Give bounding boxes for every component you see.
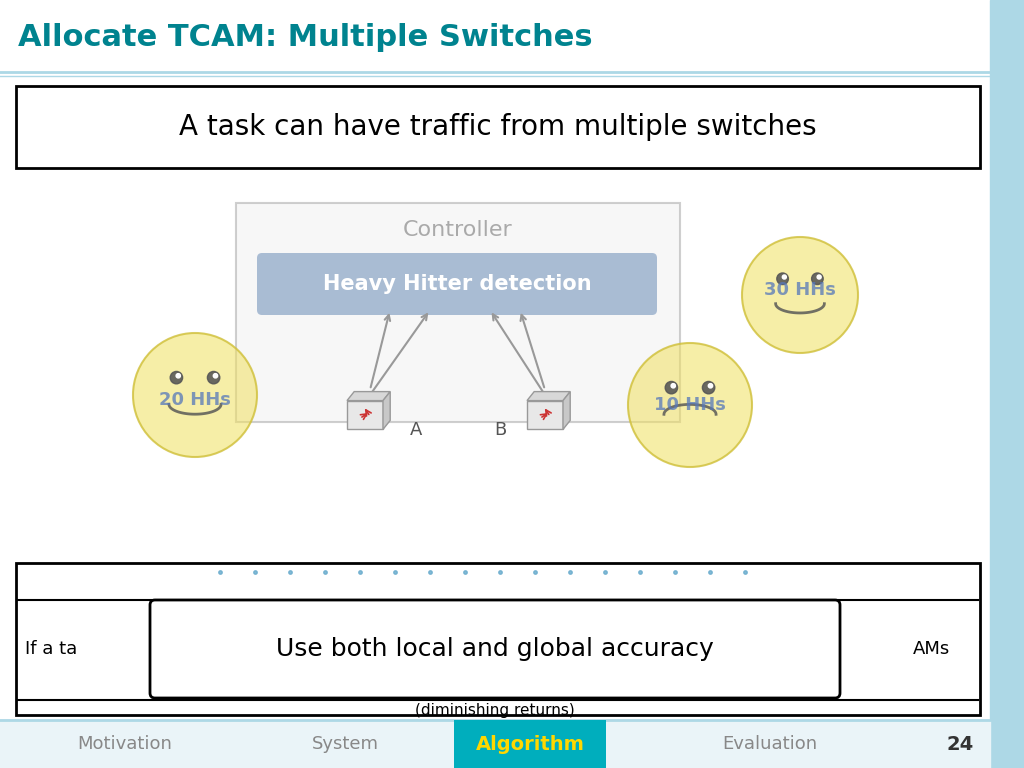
FancyBboxPatch shape xyxy=(16,86,980,168)
Circle shape xyxy=(133,333,257,457)
Text: Controller: Controller xyxy=(403,220,513,240)
Circle shape xyxy=(671,383,676,388)
Text: AMs: AMs xyxy=(912,640,950,658)
Bar xyxy=(0,720,990,768)
Text: 10 HHs: 10 HHs xyxy=(654,396,726,414)
FancyBboxPatch shape xyxy=(454,720,606,768)
Circle shape xyxy=(709,383,713,388)
Polygon shape xyxy=(563,392,570,429)
Circle shape xyxy=(812,273,823,285)
Circle shape xyxy=(817,275,821,279)
Bar xyxy=(990,0,1024,768)
Text: 20 HHs: 20 HHs xyxy=(159,391,231,409)
Polygon shape xyxy=(527,401,563,429)
Circle shape xyxy=(176,373,180,378)
Text: (diminishing returns): (diminishing returns) xyxy=(415,703,574,717)
Circle shape xyxy=(628,343,752,467)
Polygon shape xyxy=(347,392,390,401)
Text: 24: 24 xyxy=(946,734,974,753)
Text: Heavy Hitter detection: Heavy Hitter detection xyxy=(323,274,591,294)
Text: Motivation: Motivation xyxy=(78,735,172,753)
Circle shape xyxy=(213,373,218,378)
Polygon shape xyxy=(383,392,390,429)
Polygon shape xyxy=(347,401,383,429)
Text: 30 HHs: 30 HHs xyxy=(764,281,836,299)
FancyBboxPatch shape xyxy=(236,203,680,422)
FancyBboxPatch shape xyxy=(257,253,657,315)
Circle shape xyxy=(208,372,220,384)
Text: System: System xyxy=(311,735,379,753)
Text: Algorithm: Algorithm xyxy=(475,734,585,753)
Circle shape xyxy=(170,372,182,384)
Circle shape xyxy=(742,237,858,353)
Circle shape xyxy=(702,382,715,394)
Polygon shape xyxy=(527,392,570,401)
Text: If a ta: If a ta xyxy=(25,640,77,658)
Text: Use both local and global accuracy: Use both local and global accuracy xyxy=(276,637,714,661)
Text: Evaluation: Evaluation xyxy=(723,735,817,753)
Circle shape xyxy=(777,273,788,285)
Text: A: A xyxy=(410,421,422,439)
FancyBboxPatch shape xyxy=(150,600,840,698)
Text: Allocate TCAM: Multiple Switches: Allocate TCAM: Multiple Switches xyxy=(18,24,593,52)
Circle shape xyxy=(782,275,786,279)
FancyBboxPatch shape xyxy=(16,563,980,715)
Text: B: B xyxy=(494,421,506,439)
Text: A task can have traffic from multiple switches: A task can have traffic from multiple sw… xyxy=(179,113,817,141)
Circle shape xyxy=(666,382,678,394)
